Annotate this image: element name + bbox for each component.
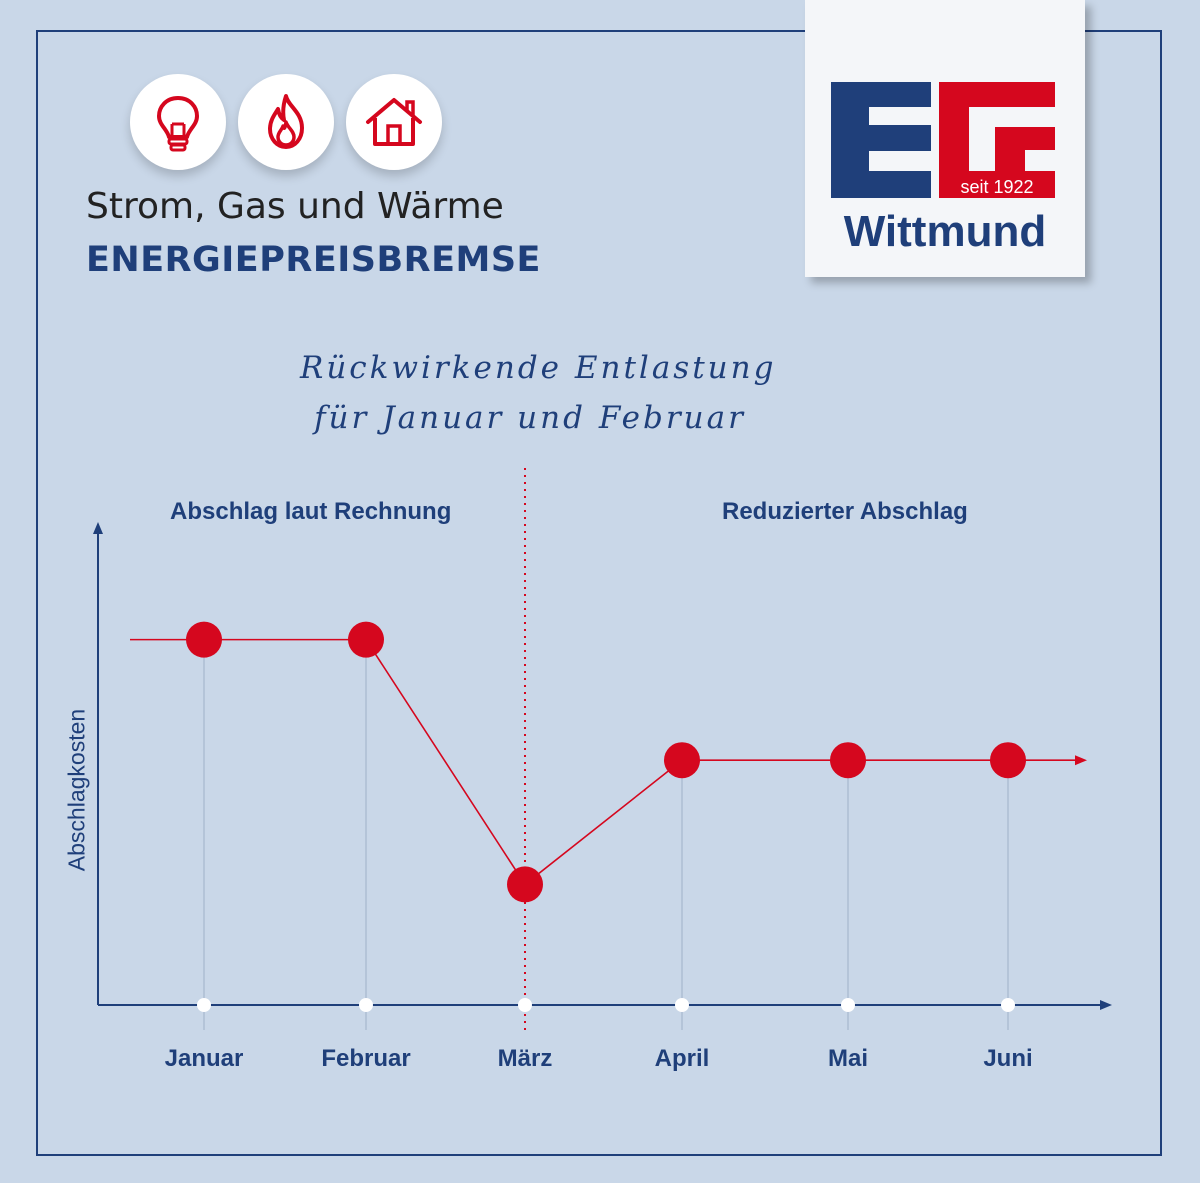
series-arrow [1075, 755, 1087, 766]
data-point [990, 742, 1026, 779]
headline: Strom, Gas und Wärme [86, 186, 504, 227]
x-tick-label: März [498, 1045, 553, 1072]
data-point [507, 866, 543, 903]
x-tick-label: Januar [165, 1045, 244, 1072]
data-point [186, 621, 222, 658]
data-point [348, 621, 384, 658]
x-tick-dot [197, 998, 211, 1012]
x-tick-label: April [655, 1045, 710, 1072]
house-icon [346, 74, 442, 170]
data-point [664, 742, 700, 779]
x-axis-arrow [1100, 1000, 1112, 1010]
section-label-left: Abschlag laut Rechnung [170, 498, 452, 525]
x-tick-dot [518, 998, 532, 1012]
annotation-line-1: Rückwirkende Entlastung [300, 350, 777, 386]
subline: ENERGIEPREISBREMSE [86, 240, 541, 280]
x-tick-label: Februar [321, 1045, 410, 1072]
x-tick-dot [841, 998, 855, 1012]
y-axis-arrow [93, 522, 103, 534]
x-tick-dot [1001, 998, 1015, 1012]
x-tick-label: Mai [828, 1045, 868, 1072]
x-tick-label: Juni [983, 1045, 1032, 1072]
x-tick-dot [675, 998, 689, 1012]
logo-city: Wittmund [844, 207, 1046, 256]
section-label-right: Reduzierter Abschlag [722, 498, 968, 525]
border-frame [36, 30, 1162, 1156]
data-point [830, 742, 866, 779]
flame-icon [238, 74, 334, 170]
x-tick-dot [359, 998, 373, 1012]
company-logo: seit 1922 Wittmund [805, 0, 1085, 277]
logo-since: seit 1922 [960, 177, 1033, 197]
series-line [130, 638, 1075, 886]
annotation-line-2: für Januar und Februar [314, 400, 746, 436]
lightbulb-icon [130, 74, 226, 170]
